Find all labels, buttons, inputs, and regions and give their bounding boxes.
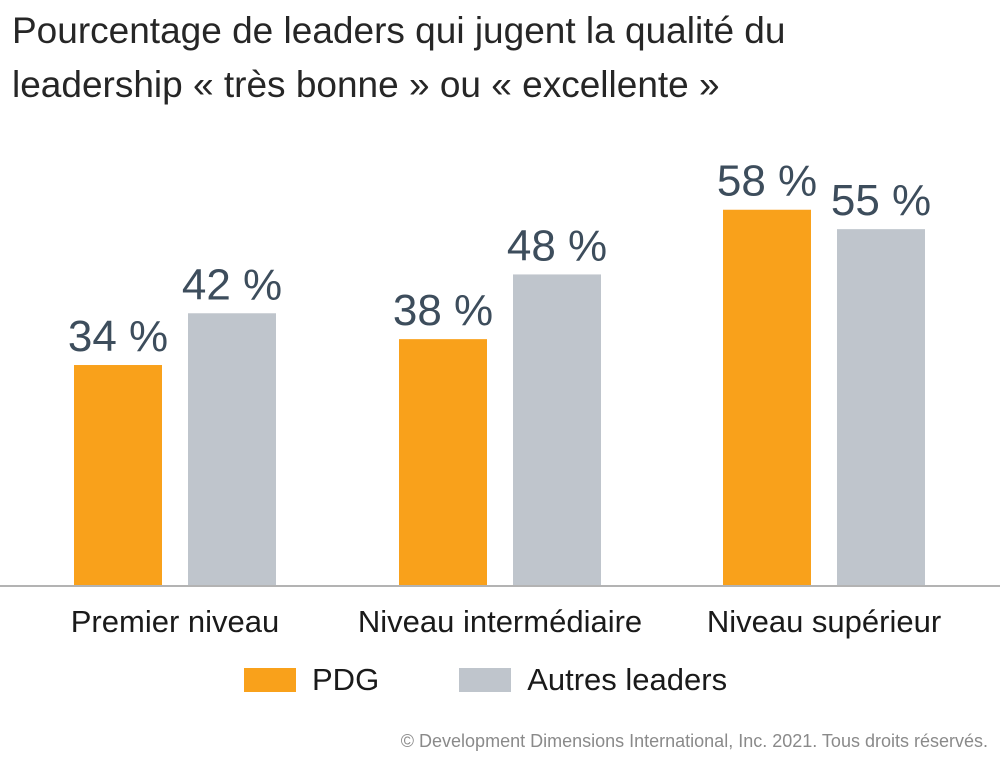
legend-label-pdg: PDG	[312, 662, 380, 697]
data-label-pdg-1: 34 %	[68, 312, 168, 361]
bar-chart: 34 % 42 % Premier niveau 38 % 48 % Niveau int…	[0, 157, 1000, 639]
legend-swatch-pdg	[244, 668, 296, 692]
data-label-pdg-2: 38 %	[393, 286, 493, 335]
bar-autres-leaders-1	[188, 313, 276, 585]
legend-swatch-autres-leaders	[459, 668, 512, 692]
data-label-autres-leaders-2: 48 %	[507, 221, 607, 270]
chart-legend: PDG Autres leaders	[244, 658, 807, 702]
data-label-pdg-3: 58 %	[717, 157, 817, 206]
copyright-notice: © Development Dimensions International, …	[400, 731, 988, 751]
bar-pdg-1	[74, 365, 162, 585]
bar-autres-leaders-3	[837, 229, 925, 585]
chart-title-line-2: leadership « très bonne » ou « excellent…	[12, 64, 720, 105]
legend-item-autres-leaders: Autres leaders	[459, 662, 727, 698]
chart-title: Pourcentage de leaders qui jugent la qua…	[12, 4, 992, 112]
bar-pdg-2	[399, 339, 487, 585]
chart-title-line-1: Pourcentage de leaders qui jugent la qua…	[12, 10, 786, 51]
category-label-1: Premier niveau	[71, 604, 279, 639]
bar-autres-leaders-2	[513, 274, 601, 585]
bar-pdg-3	[723, 209, 811, 586]
data-label-autres-leaders-1: 42 %	[182, 260, 282, 309]
legend-item-pdg: PDG	[244, 662, 379, 698]
category-label-3: Niveau supérieur	[707, 604, 941, 639]
data-label-autres-leaders-3: 55 %	[831, 176, 931, 225]
category-label-2: Niveau intermédiaire	[358, 604, 642, 639]
legend-label-autres-leaders: Autres leaders	[527, 662, 728, 697]
